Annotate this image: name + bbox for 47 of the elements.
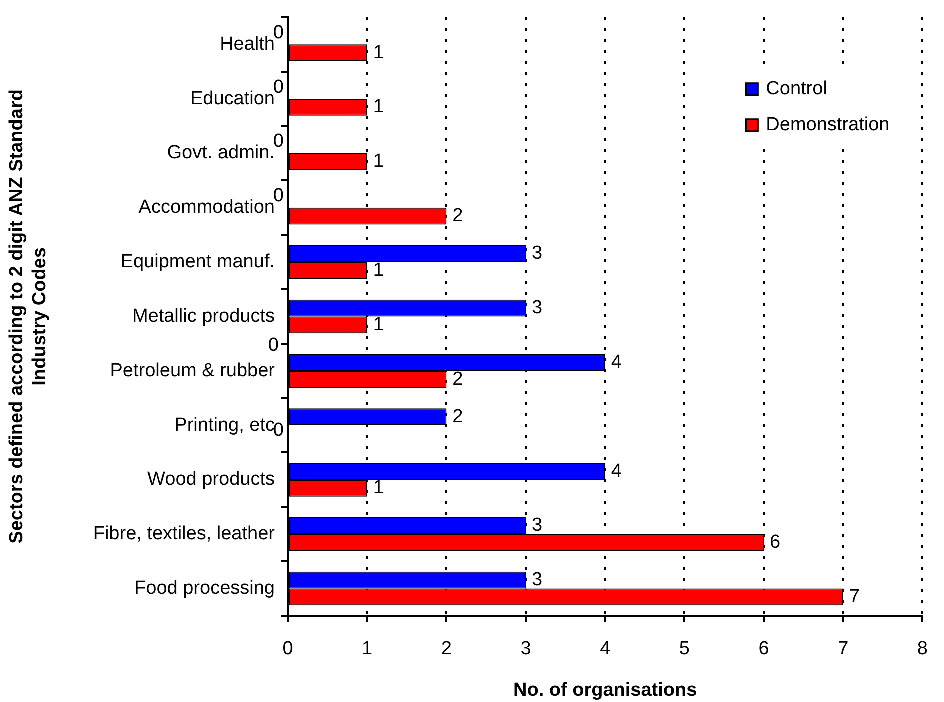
data-label: 1: [373, 42, 384, 64]
data-label: 3: [532, 298, 543, 318]
y-tick-label: Petroleum & rubber: [110, 360, 276, 382]
data-label: 1: [373, 478, 384, 499]
data-label: 0: [273, 420, 284, 442]
x-tick-label: 5: [679, 638, 690, 660]
data-label: 3: [532, 570, 543, 591]
data-label: 3: [532, 515, 543, 536]
x-tick-label: 8: [917, 638, 928, 660]
data-label: 6: [770, 532, 781, 554]
data-label: 4: [611, 460, 622, 482]
data-label: 1: [373, 260, 384, 281]
data-label: 1: [373, 314, 384, 336]
x-tick-label: 0: [282, 638, 294, 660]
data-label: 0: [273, 131, 284, 152]
data-label: 1: [373, 151, 384, 172]
x-tick-label: 6: [758, 638, 770, 660]
x-tick-label: 4: [600, 638, 612, 660]
x-tick-label: 1: [362, 638, 373, 660]
y-tick-label: Fibre, textiles, leather: [93, 524, 276, 545]
y-tick-label: Equipment manuf.: [120, 252, 275, 273]
data-label: 2: [452, 368, 464, 390]
y-tick-label: Printing, etc: [174, 414, 275, 436]
y-tick-label: Wood products: [148, 469, 275, 490]
data-label: 0: [273, 22, 284, 44]
x-axis-title: No. of organisations: [514, 680, 698, 701]
data-label: 4: [611, 352, 622, 373]
x-tick-label: 7: [838, 638, 849, 660]
y-tick-label: Health: [220, 34, 275, 55]
data-label: 7: [849, 586, 860, 608]
y-tick-label: Education: [190, 88, 275, 110]
annotation: 0: [268, 335, 279, 356]
y-tick-label: Food processing: [134, 578, 275, 600]
legend-label: Control: [766, 78, 828, 100]
data-label: 2: [452, 206, 464, 227]
data-label: 0: [273, 186, 284, 207]
y-axis-title: Sectors defined according to 2 digit ANZ Standard Industry Codes: [6, 90, 50, 544]
data-label: 1: [373, 96, 384, 118]
legend-label: Demonstration: [766, 114, 890, 136]
y-tick-label: Metallic products: [132, 306, 275, 327]
data-label: 0: [273, 76, 284, 98]
data-label: 3: [532, 243, 543, 264]
data-label: 2: [452, 406, 464, 428]
y-tick-label: Govt. admin.: [167, 142, 275, 164]
y-tick-label: Accommodation: [138, 197, 275, 218]
x-tick-label: 3: [520, 638, 532, 660]
x-tick-label: 2: [441, 638, 452, 660]
